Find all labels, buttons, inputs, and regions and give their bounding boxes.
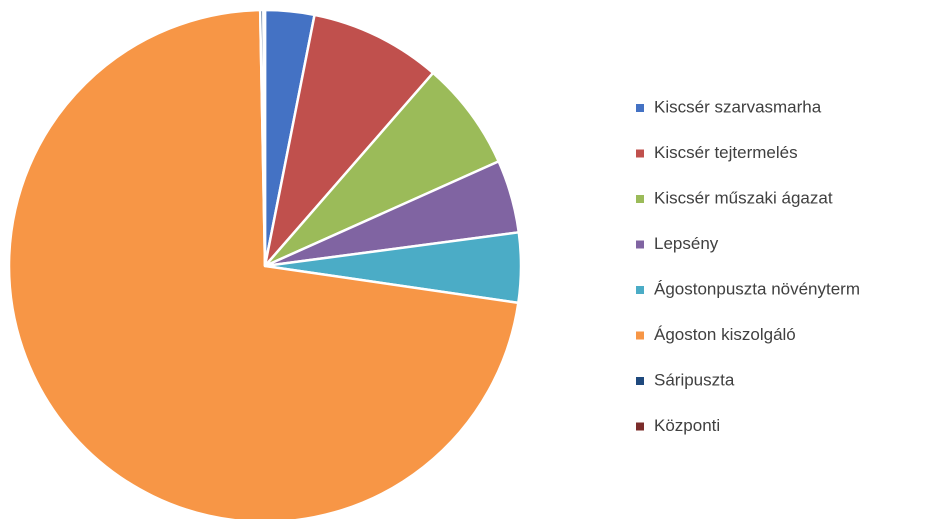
legend-swatch [636,149,644,158]
pie-slice [262,8,267,268]
legend-label: Központi [654,416,720,435]
legend-label: Kiscsér tejtermelés [654,143,798,162]
legend-swatch [636,331,644,340]
legend-label: Lepsény [654,234,719,253]
legend-label: Kiscsér műszaki ágazat [654,188,833,207]
legend-label: Sáripuszta [654,370,735,389]
legend-label: Ágostonpuszta növényterm [654,279,860,298]
legend-swatch [636,286,644,294]
legend-label: Kiscsér szarvasmarha [654,97,822,116]
legend-swatch [636,422,644,431]
pie-slice [263,71,500,268]
legend-swatch [636,377,644,385]
legend-swatch [636,104,644,112]
pie-slice [263,13,435,268]
legend-label: Ágoston kiszolgáló [654,325,796,344]
legend-swatch [636,195,644,203]
pie-slice [7,8,520,519]
legend-swatch [636,240,644,249]
